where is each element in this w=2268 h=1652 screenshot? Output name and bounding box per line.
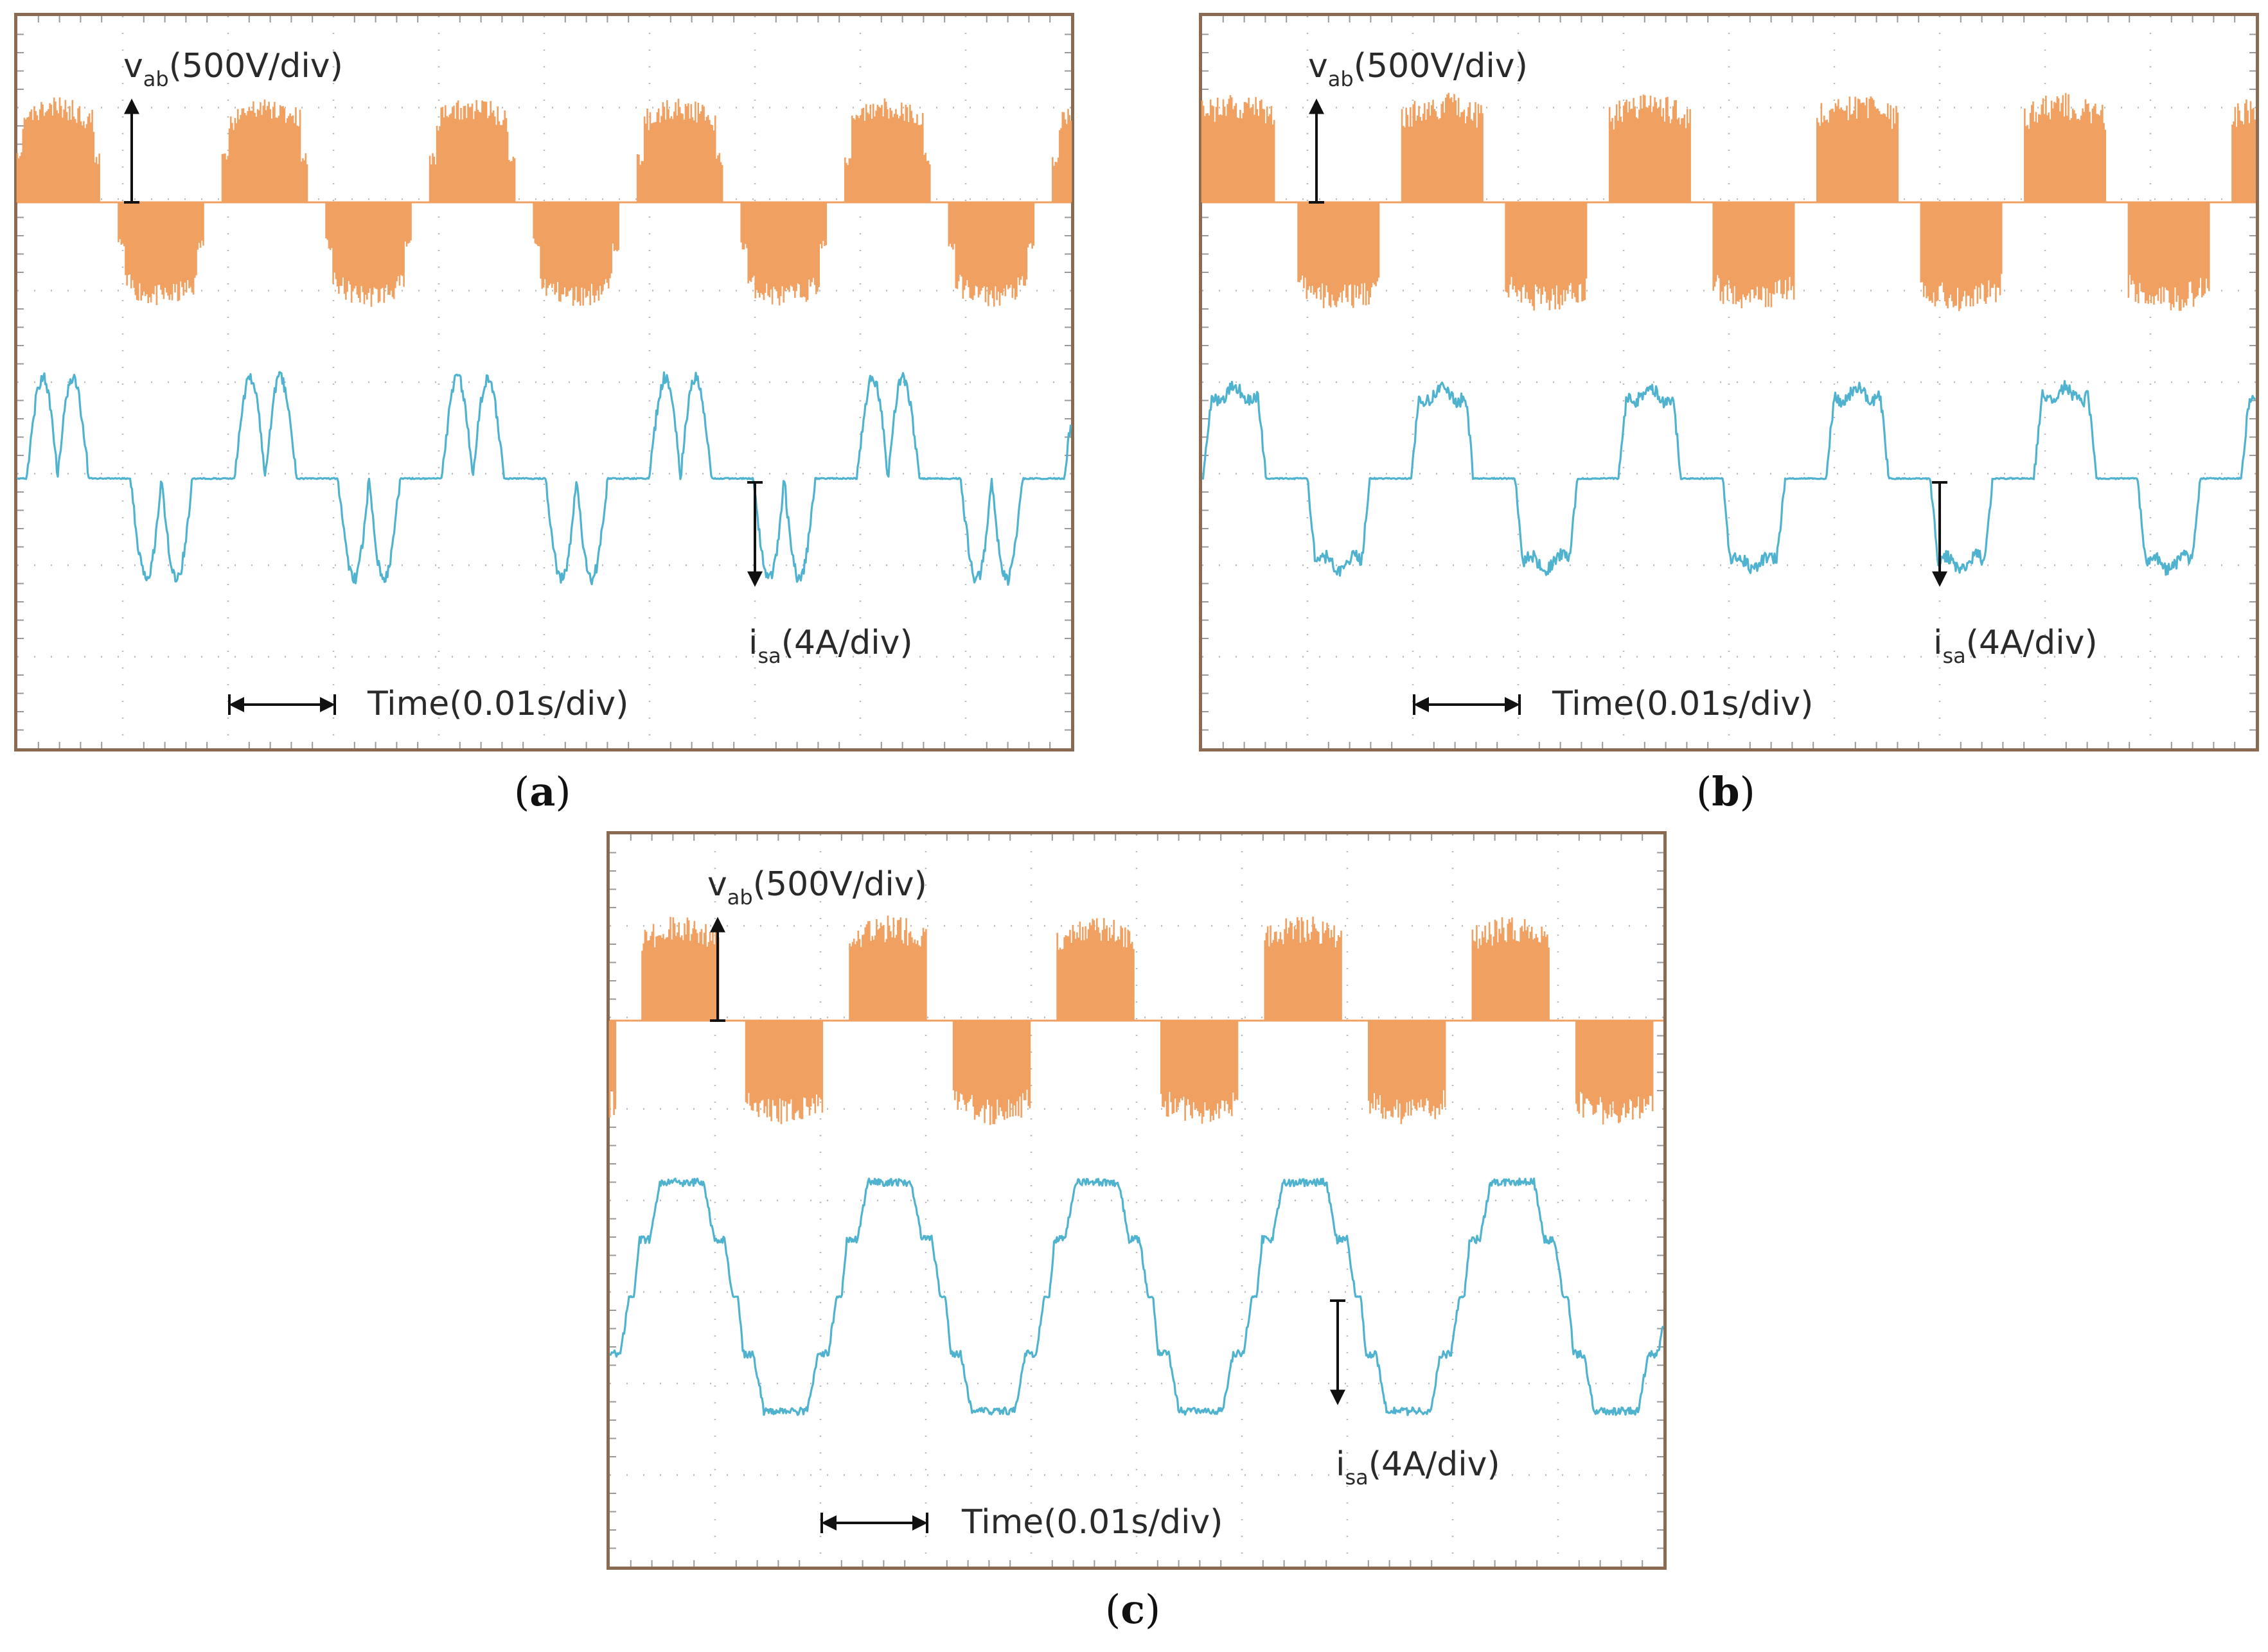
isa-waveform	[609, 1177, 1665, 1416]
time-label-a: Time(0.01s/div)	[368, 685, 629, 723]
vab-trace-a	[16, 97, 1072, 307]
isa-trace-a	[17, 371, 1072, 586]
vab-trace-b	[1201, 92, 2256, 312]
scale-arrows-b	[1309, 98, 1947, 715]
vab-trace-c	[608, 915, 1663, 1125]
scope-plot-c	[608, 834, 1665, 1567]
scale-arrows-a	[124, 98, 763, 715]
scope-panel-b: vab(500V/div) isa(4A/div) Time(0.01s/div…	[1199, 13, 2259, 751]
voltage-label-a: vab(500V/div)	[123, 47, 343, 91]
current-label-b: isa(4A/div)	[1933, 624, 2098, 668]
caption-c: (c)	[1105, 1586, 1161, 1633]
time-label-c: Time(0.01s/div)	[962, 1503, 1223, 1542]
isa-waveform	[1201, 380, 2256, 577]
voltage-label-b: vab(500V/div)	[1308, 47, 1528, 91]
scope-plot-b	[1201, 16, 2256, 748]
grid-c	[610, 834, 1663, 1567]
time-label-b: Time(0.01s/div)	[1552, 685, 1814, 723]
current-label-a: isa(4A/div)	[749, 624, 913, 668]
scope-panel-c: vab(500V/div) isa(4A/div) Time(0.01s/div…	[607, 831, 1667, 1570]
scale-arrows-c	[710, 917, 1345, 1533]
isa-trace-b	[1201, 380, 2256, 577]
scope-panel-a: vab(500V/div) isa(4A/div) Time(0.01s/div…	[14, 13, 1074, 751]
isa-waveform	[17, 371, 1072, 586]
isa-trace-c	[609, 1177, 1665, 1416]
caption-a: (a)	[514, 768, 571, 815]
current-label-c: isa(4A/div)	[1336, 1445, 1500, 1489]
caption-b: (b)	[1696, 768, 1755, 815]
scope-plot-a	[16, 16, 1072, 748]
voltage-label-c: vab(500V/div)	[707, 865, 927, 909]
